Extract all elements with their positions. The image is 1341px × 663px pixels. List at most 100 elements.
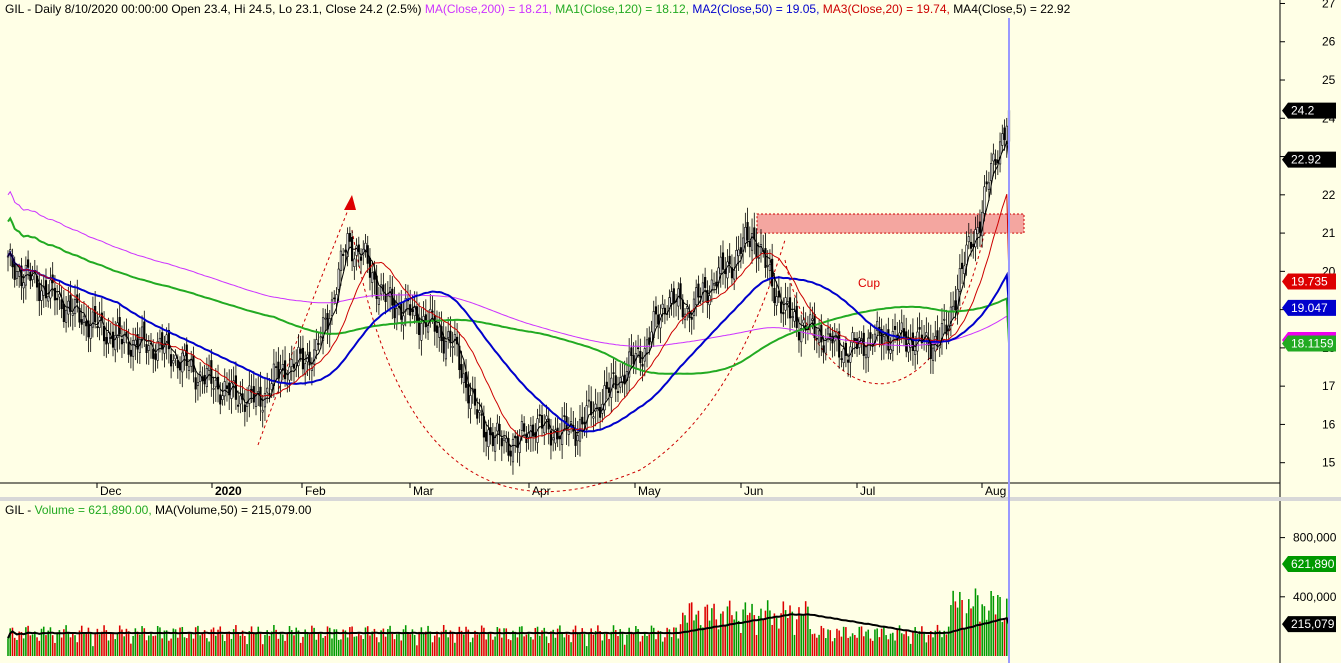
candle-body [605,381,608,390]
candle-body [47,296,50,302]
volume-bar [378,642,380,656]
candle-body [395,308,398,324]
candle-body [721,252,725,270]
volume-bar [541,630,543,656]
volume-bar [9,628,12,656]
volume-bar [956,607,959,656]
volume-bar [590,628,592,656]
volume-bar [442,624,445,656]
volume-bar [778,628,780,656]
volume-bar [630,631,633,656]
volume-bar [905,629,907,656]
resistance-zone [756,213,1025,234]
volume-bar [282,634,284,656]
volume-bar [145,640,148,656]
volume-bar [896,628,899,656]
volume-bar [427,625,429,656]
volume-bar [192,638,195,656]
pane-separator[interactable] [0,497,1341,501]
candle-body [531,424,535,437]
candle-body [697,283,700,298]
volume-bar [290,630,293,656]
candle-body [196,382,200,386]
volume-bar [40,628,43,656]
volume-bar [471,637,474,656]
candle-body [695,287,698,306]
volume-bar [539,635,541,656]
volume-bar [583,634,586,656]
candle-body [719,256,722,274]
volume-bar [518,626,521,656]
candle-body [869,332,872,339]
volume-bar [735,611,738,656]
volume-bar [733,619,735,656]
candle-body [449,330,452,344]
candle-body [65,309,68,323]
volume-bar [648,634,651,656]
volume-bar [889,633,892,656]
volume-bar [585,646,588,656]
ma120-line [7,216,1010,375]
volume-bar [912,630,914,656]
candle-body [431,310,434,313]
price-tick-label: 21 [1322,226,1336,240]
volume-bar [865,631,867,656]
price-badge-text: 24.2 [1291,104,1315,118]
candle-body [945,324,948,335]
volume-bar [293,635,295,656]
candle-body [900,322,903,331]
candle-body [319,336,322,339]
volume-bar [970,608,972,656]
date-tick-label: Apr [532,484,551,498]
volume-tick-label: 400,000 [1293,590,1337,604]
candle-body [210,360,213,384]
candle-body [178,362,182,371]
volume-bar [999,597,1001,656]
volume-bar [516,637,519,656]
volume-bar [244,636,246,656]
price-badge-text: 22.92 [1291,153,1321,167]
volume-bar [391,633,394,656]
candle-body [136,334,139,350]
candle-body [621,375,624,384]
candle-body [440,326,443,342]
volume-bar [141,626,143,656]
date-tick-label: Jun [744,484,763,498]
volume-bar [798,607,800,656]
candle-body [590,401,593,416]
candle-body [978,221,982,233]
candle-body [91,311,94,328]
volume-bar [527,632,530,656]
volume-bar [215,635,217,656]
volume-bar [652,627,655,656]
volume-bar [188,632,190,656]
ma120-label: MA1(Close,120) = 18.12, [555,2,689,16]
volume-bar [92,646,94,656]
candle-body [607,387,611,393]
volume-bar [496,627,499,656]
volume-bar [380,630,382,656]
volume-bar [110,633,112,656]
volume-bar [914,627,916,656]
volume-bar [445,629,447,656]
volume-bar [456,633,458,656]
candle-body [22,282,25,289]
candle-body [44,280,48,299]
volume-ma-line [7,613,1010,639]
candle-body [733,270,736,280]
volume-bar [422,633,425,656]
candle-body [364,242,367,252]
candle-body [447,331,450,338]
volume-bar [150,632,152,656]
volume-bar [644,632,646,656]
candle-body [712,283,716,286]
price-badge-text: 19.047 [1291,301,1328,315]
candle-body [1001,133,1004,146]
volume-bar [547,643,550,656]
candle-body [442,336,445,354]
volume-bar [474,630,476,656]
volume-bar [299,642,302,656]
candle-body [85,321,88,327]
volume-bar [724,625,727,656]
